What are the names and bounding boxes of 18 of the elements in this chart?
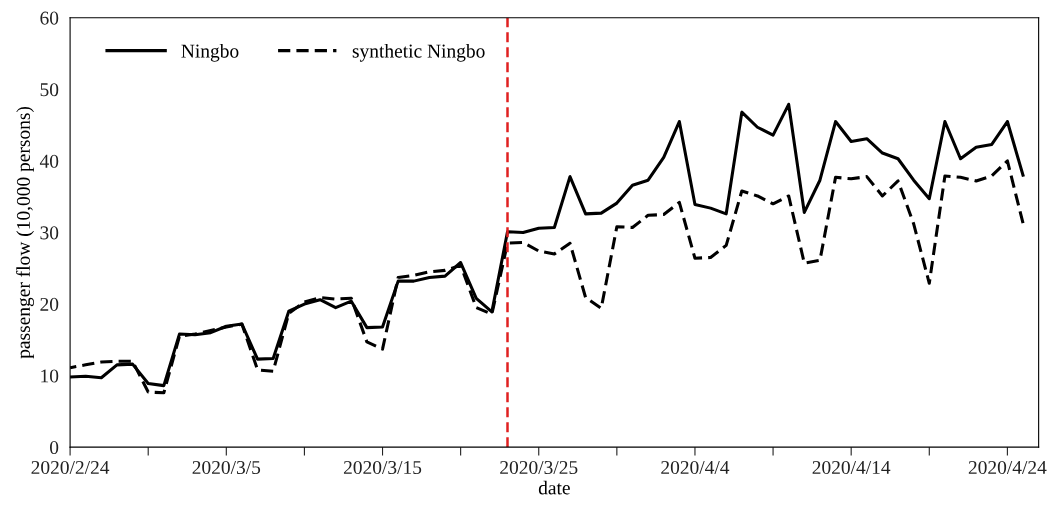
y-axis-title: passenger flow (10,000 persons) [16, 106, 34, 359]
y-tick-label: 40 [39, 154, 59, 168]
x-tick-label: 2020/4/24 [968, 460, 1047, 475]
x-tick-label: 2020/3/15 [343, 460, 422, 475]
x-tick-label: 2020/3/5 [192, 460, 261, 475]
legend-label: synthetic Ningbo [352, 43, 485, 62]
y-tick-label: 60 [40, 11, 59, 25]
y-tick-label: 50 [40, 83, 59, 97]
legend-label: Ningbo [181, 43, 239, 62]
x-tick-label: 2020/3/25 [500, 460, 578, 475]
x-tick-label: 2020/4/4 [661, 460, 730, 475]
y-tick-label: 10 [41, 369, 59, 383]
x-axis-title: date [538, 480, 570, 495]
x-tick-label: 2020/2/24 [31, 460, 110, 475]
y-tick-label: 20 [40, 297, 59, 311]
y-tick-label: 0 [50, 440, 59, 455]
x-tick-label: 2020/4/14 [812, 460, 891, 475]
y-tick-label: 30 [40, 226, 59, 240]
